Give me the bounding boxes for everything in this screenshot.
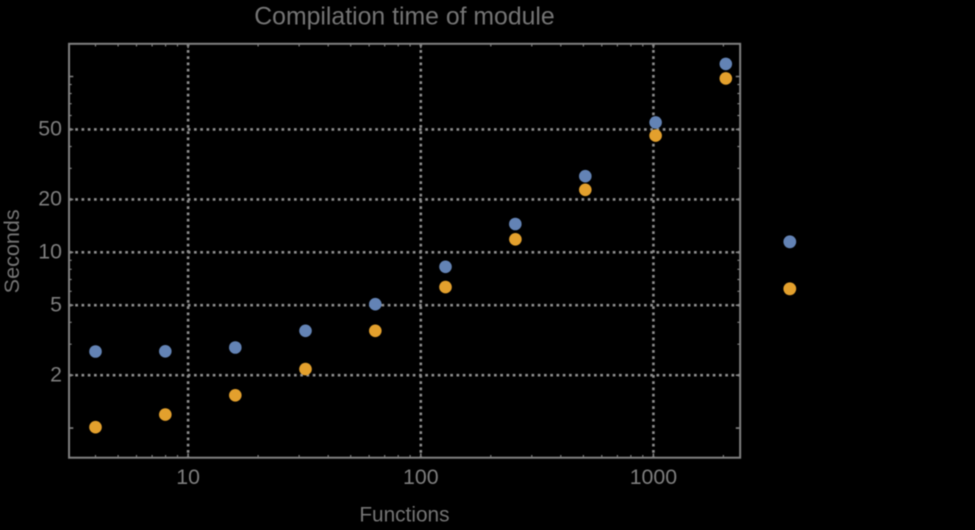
svg-text:2: 2	[50, 362, 62, 386]
svg-text:100: 100	[403, 465, 439, 489]
svg-text:10: 10	[176, 465, 200, 489]
svg-text:Functions: Functions	[359, 504, 449, 526]
svg-text:10: 10	[38, 240, 62, 264]
svg-text:Compilation time of module: Compilation time of module	[254, 3, 554, 30]
svg-text:20: 20	[38, 187, 62, 211]
svg-text:Seconds: Seconds	[0, 209, 24, 293]
svg-text:5: 5	[50, 293, 62, 317]
svg-text:50: 50	[38, 117, 62, 141]
svg-text:1000: 1000	[630, 465, 678, 489]
